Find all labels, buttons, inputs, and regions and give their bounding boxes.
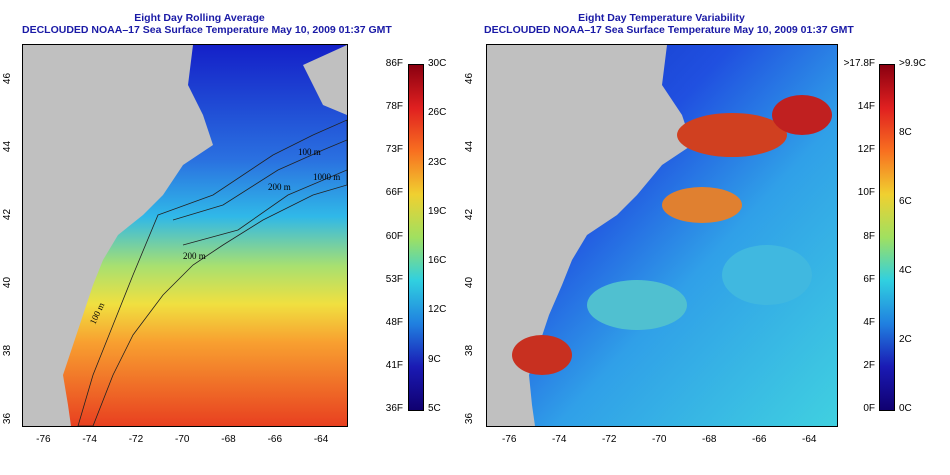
colorbar-label: 8F: [863, 230, 875, 242]
colorbar-label: 66F: [385, 187, 403, 199]
colorbar-label: 19C: [428, 205, 447, 217]
y-tick-label: 40: [464, 276, 476, 288]
x-tick-label: -68: [221, 434, 236, 445]
colorbar-label: >17.8F: [843, 58, 875, 69]
colorbar-label: 6C: [899, 196, 912, 207]
colorbar-label: 0F: [863, 403, 875, 414]
colorbar-label: 60F: [385, 230, 403, 242]
x-tick-label: -64: [313, 434, 329, 445]
colorbar-label: 16C: [428, 255, 447, 267]
right-variability-map: [486, 44, 838, 427]
colorbar-label: 12C: [428, 304, 447, 316]
x-tick-label: -76: [36, 434, 51, 445]
contour-label-2: 200 m: [268, 182, 291, 192]
colorbar-label: 36F: [385, 403, 403, 414]
colorbar-label: 53F: [385, 273, 403, 285]
colorbar-label: 2C: [899, 334, 912, 345]
colorbar-label: 4C: [899, 265, 912, 276]
colorbar-label: 78F: [385, 101, 403, 113]
colorbar-label: 8C: [899, 127, 912, 138]
left-sst-map: 100 m 200 m 1000 m 200 m 100 m: [22, 44, 348, 427]
x-tick-label: -64: [802, 434, 817, 445]
colorbar-label: 10F: [857, 187, 875, 199]
y-tick-label: 40: [2, 276, 14, 288]
left-title-line2: DECLOUDED NOAA–17 Sea Surface Temperatur…: [22, 24, 392, 36]
left-colorbar: [408, 64, 424, 411]
left-title-line1: Eight Day Rolling Average: [134, 12, 265, 24]
colorbar-label: 26C: [428, 107, 447, 119]
colorbar-label: 41F: [385, 359, 403, 371]
colorbar-label: 23C: [428, 156, 447, 168]
y-tick-label: 46: [464, 72, 476, 84]
y-tick-label: 38: [464, 344, 476, 357]
colorbar-label: 5C: [428, 403, 441, 414]
colorbar-label: 2F: [863, 359, 875, 371]
right-colorbar: [879, 64, 895, 411]
contour-label-4: 200 m: [183, 251, 206, 261]
colorbar-label: 9C: [428, 353, 441, 365]
x-tick-label: -72: [602, 434, 617, 445]
y-tick-label: 46: [2, 72, 14, 84]
y-tick-label: 42: [2, 208, 14, 220]
x-tick-label: -74: [552, 434, 567, 445]
colorbar-label: 73F: [385, 144, 403, 156]
y-tick-label: 38: [2, 344, 14, 357]
x-tick-label: -76: [502, 434, 517, 445]
x-tick-label: -70: [175, 434, 190, 445]
x-tick-label: -68: [702, 434, 717, 445]
colorbar-label: >9.9C: [899, 58, 926, 69]
x-tick-label: -66: [752, 434, 767, 445]
colorbar-label: 30C: [428, 58, 447, 69]
colorbar-label: 48F: [385, 316, 403, 328]
y-tick-label: 36: [2, 412, 14, 425]
colorbar-label: 4F: [863, 316, 875, 328]
colorbar-label: 86F: [385, 58, 403, 69]
y-tick-label: 42: [464, 208, 476, 220]
right-title-line2: DECLOUDED NOAA–17 Sea Surface Temperatur…: [484, 24, 854, 36]
x-tick-label: -70: [652, 434, 667, 445]
y-tick-label: 44: [2, 140, 14, 152]
x-tick-label: -72: [128, 434, 144, 445]
x-tick-label: -74: [82, 434, 97, 445]
right-title-line1: Eight Day Temperature Variability: [578, 12, 745, 24]
colorbar-label: 0C: [899, 403, 912, 414]
colorbar-label: 12F: [857, 144, 875, 156]
y-tick-label: 44: [464, 140, 476, 152]
y-tick-label: 36: [464, 412, 476, 425]
contour-label-1: 100 m: [298, 147, 321, 157]
contour-label-3: 1000 m: [313, 172, 340, 182]
colorbar-label: 14F: [857, 101, 875, 113]
x-tick-label: -66: [267, 434, 283, 445]
colorbar-label: 6F: [863, 273, 875, 285]
